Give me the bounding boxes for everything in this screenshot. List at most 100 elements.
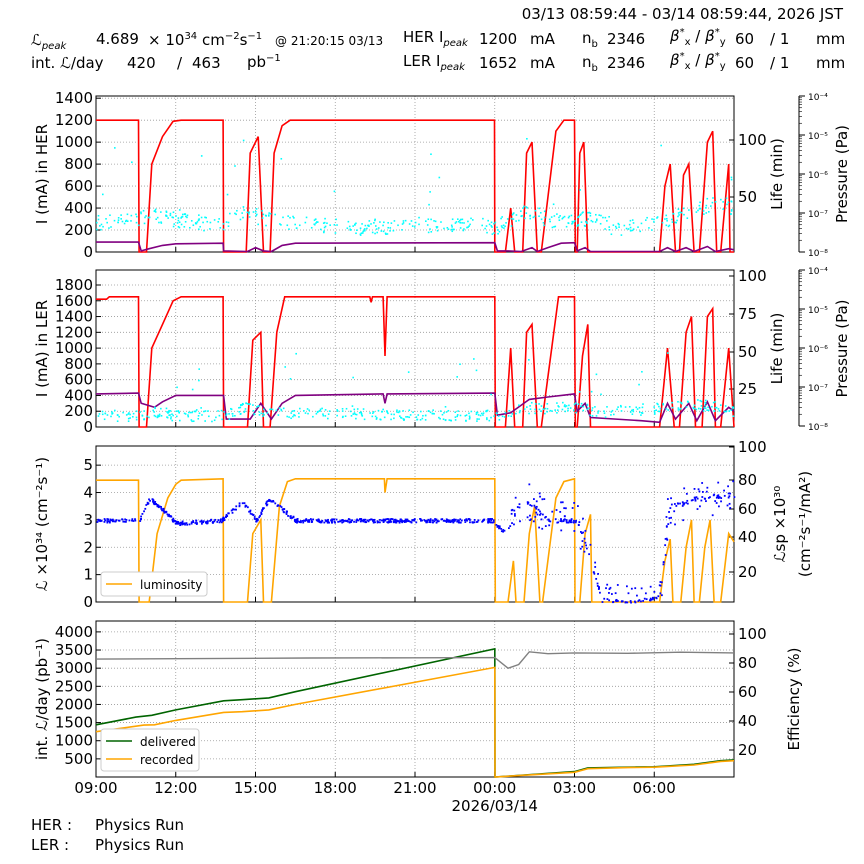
pressure-point (97, 415, 100, 417)
specific-point (701, 496, 704, 498)
pressure-point (363, 418, 366, 421)
ytick-label: 800 (64, 355, 93, 373)
pressure-point (493, 232, 495, 234)
specific-point (683, 487, 686, 490)
specific-point (274, 502, 277, 505)
panel-integrated (95, 620, 735, 778)
pressure-point (465, 414, 468, 416)
specific-point (666, 538, 669, 541)
pressure-point (160, 221, 162, 223)
specific-point (502, 529, 505, 531)
pressure-point (108, 227, 110, 229)
specific-point (285, 513, 288, 516)
specific-point (729, 492, 732, 495)
pressure-point (239, 218, 242, 221)
pressure-point (354, 224, 356, 226)
pressure-point (631, 229, 634, 232)
specific-point (703, 497, 706, 500)
pressure-point (723, 410, 726, 413)
pressure-point (220, 409, 223, 412)
pressure-point (707, 406, 709, 409)
pressure-point (456, 218, 459, 220)
specific-point (324, 519, 327, 522)
pressure-point (584, 225, 587, 227)
specific-point (364, 518, 367, 521)
pressure-point (190, 220, 193, 222)
pressure-point (659, 407, 662, 410)
specific-point (246, 506, 249, 509)
pressure-point (222, 228, 225, 231)
pressure-point (248, 211, 250, 214)
ler-nb-label: nb (582, 53, 598, 74)
pressure-point (135, 215, 138, 218)
pressure-point (238, 410, 241, 413)
pressure-point (173, 223, 176, 225)
pressure-point (429, 228, 431, 230)
specific-point (355, 519, 358, 522)
specific-point (551, 510, 554, 513)
pressure-point (324, 217, 326, 220)
specific-point (100, 520, 103, 522)
specific-point (218, 521, 221, 524)
series-luminosity (96, 477, 735, 603)
pressure-point (312, 415, 314, 418)
pressure-point (722, 208, 724, 211)
pressure-point (262, 408, 265, 411)
pressure-point (280, 409, 283, 412)
pressure-point (345, 407, 348, 410)
specific-point (681, 501, 684, 504)
specific-point (482, 519, 484, 522)
pressure-point (532, 216, 535, 219)
pressure-point (586, 403, 589, 406)
specific-point (331, 518, 333, 521)
pressure-point (433, 220, 435, 222)
pressure-point (397, 224, 399, 227)
pressure-point (565, 225, 568, 228)
pressure-point (172, 414, 174, 417)
specific-point (549, 520, 552, 523)
pressure-tick-label: 10⁻⁸ (808, 423, 828, 433)
pressure-point (286, 415, 289, 418)
pressure-point (132, 412, 135, 415)
pressure-point (587, 218, 590, 220)
specific-point (434, 518, 436, 520)
pressure-point (676, 219, 678, 222)
specific-point (718, 496, 721, 498)
pressure-point (653, 410, 656, 412)
specific-point (574, 521, 577, 524)
specific-point (616, 584, 619, 586)
pressure-point (534, 403, 537, 405)
pressure-point (135, 410, 138, 413)
ytick-label: 600 (64, 177, 93, 195)
specific-point (664, 554, 667, 556)
specific-point (690, 499, 693, 502)
specific-point (539, 495, 541, 498)
specific-point (536, 513, 539, 516)
specific-point (234, 508, 236, 511)
specific-point (615, 598, 618, 601)
pressure-point (280, 408, 283, 411)
specific-point (509, 525, 512, 528)
specific-point (666, 498, 669, 500)
int-label: int. ℒ/day (31, 54, 104, 72)
pressure-point (190, 419, 193, 421)
specific-point (261, 507, 264, 510)
specific-point (705, 490, 708, 493)
pressure-point (408, 223, 411, 225)
pressure-point (323, 231, 325, 234)
specific-point (219, 519, 222, 521)
pressure-point (551, 410, 553, 412)
pressure-point (183, 213, 186, 215)
specific-point (565, 519, 568, 521)
pressure-point (104, 412, 107, 415)
specific-point (627, 592, 630, 595)
pressure-point (628, 405, 631, 408)
pressure-point (314, 218, 317, 221)
pressure-point (354, 413, 357, 416)
pressure-point (606, 406, 608, 408)
pressure-point (140, 212, 142, 215)
specific-point (134, 518, 136, 521)
specific-point (330, 521, 333, 524)
pressure-point (505, 222, 507, 224)
pressure-point (546, 410, 548, 413)
